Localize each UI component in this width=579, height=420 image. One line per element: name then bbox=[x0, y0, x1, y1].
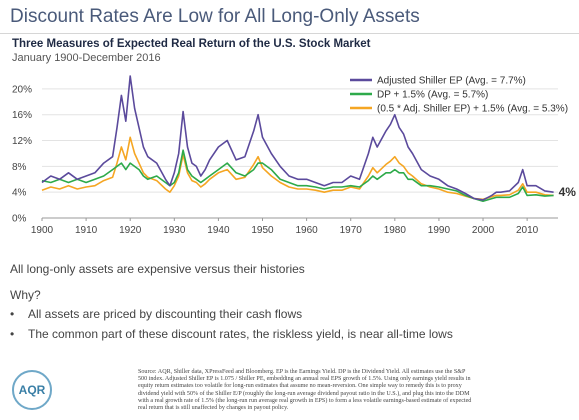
slide-title: Discount Rates Are Low for All Long-Only… bbox=[10, 6, 420, 27]
bullet-text: The common part of these discount rates,… bbox=[28, 327, 453, 341]
end-value-annotation: 4% bbox=[559, 185, 577, 199]
y-tick-label: 12% bbox=[12, 136, 32, 147]
series-line bbox=[41, 149, 554, 202]
y-tick-label: 4% bbox=[12, 188, 27, 199]
source-line: equity return estimates too volatile for… bbox=[138, 383, 462, 390]
source-line: Source: AQR, Shiller data, XPressFeed an… bbox=[138, 369, 466, 375]
x-tick-label: 1930 bbox=[163, 225, 186, 236]
x-tick-label: 1910 bbox=[75, 225, 98, 236]
y-tick-label: 8% bbox=[12, 162, 27, 173]
x-tick-label: 1960 bbox=[295, 225, 318, 236]
y-tick-label: 0% bbox=[12, 214, 27, 225]
x-tick-label: 1990 bbox=[428, 225, 451, 236]
title-divider bbox=[0, 33, 579, 34]
aqr-logo: AQR bbox=[12, 370, 52, 410]
x-tick-label: 1950 bbox=[251, 225, 274, 236]
legend-label: Adjusted Shiller EP (Avg. = 7.7%) bbox=[377, 76, 526, 87]
chart-subtitle: January 1900-December 2016 bbox=[12, 52, 161, 64]
x-tick-label: 1970 bbox=[340, 225, 363, 236]
bullet-text: All assets are priced by discounting the… bbox=[28, 307, 303, 321]
y-tick-label: 20% bbox=[12, 84, 32, 95]
expected-return-line-chart: 0% 4% 8% 12% 16% 20% 1900 1910 1920 1930 1940 1950 1… bbox=[12, 75, 576, 236]
legend-label: (0.5 * Adj. Shiller EP) + 1.5% (Avg. = 5… bbox=[377, 104, 568, 115]
chart-title: Three Measures of Expected Real Return o… bbox=[12, 38, 371, 50]
x-tick-label: 1920 bbox=[119, 225, 142, 236]
legend: Adjusted Shiller EP (Avg. = 7.7%) DP + 1.… bbox=[350, 76, 568, 115]
x-tick-label: 1980 bbox=[384, 225, 407, 236]
source-line: real return that is still unaffected by … bbox=[138, 405, 289, 412]
series-line bbox=[41, 136, 554, 201]
source-footnote: Source: AQR, Shiller data, XPressFeed an… bbox=[138, 369, 570, 412]
why-label: Why? bbox=[10, 288, 41, 302]
x-tick-label: 2000 bbox=[472, 225, 495, 236]
x-tick-label: 1900 bbox=[31, 225, 54, 236]
axis-layer: 0% 4% 8% 12% 16% 20% 1900 1910 1920 1930 1940 1950 1… bbox=[12, 84, 576, 236]
bullet-dot-icon: • bbox=[10, 307, 15, 321]
summary-text: All long-only assets are expensive versu… bbox=[10, 262, 305, 276]
source-line: with a real growth rate of 1.5% (the lon… bbox=[138, 397, 472, 404]
series-line bbox=[41, 75, 554, 201]
x-tick-label: 1940 bbox=[207, 225, 230, 236]
bullet-dot-icon: • bbox=[10, 327, 15, 341]
legend-label: DP + 1.5% (Avg. = 5.7%) bbox=[377, 90, 488, 101]
source-line: 500 index. Adjusted Shiller EP is 1.075 … bbox=[138, 376, 471, 383]
x-tick-label: 2010 bbox=[516, 225, 539, 236]
y-tick-label: 16% bbox=[12, 110, 32, 121]
source-line: dividend yield with 50% of the Shiller E… bbox=[138, 390, 470, 397]
series-layer bbox=[41, 75, 554, 202]
